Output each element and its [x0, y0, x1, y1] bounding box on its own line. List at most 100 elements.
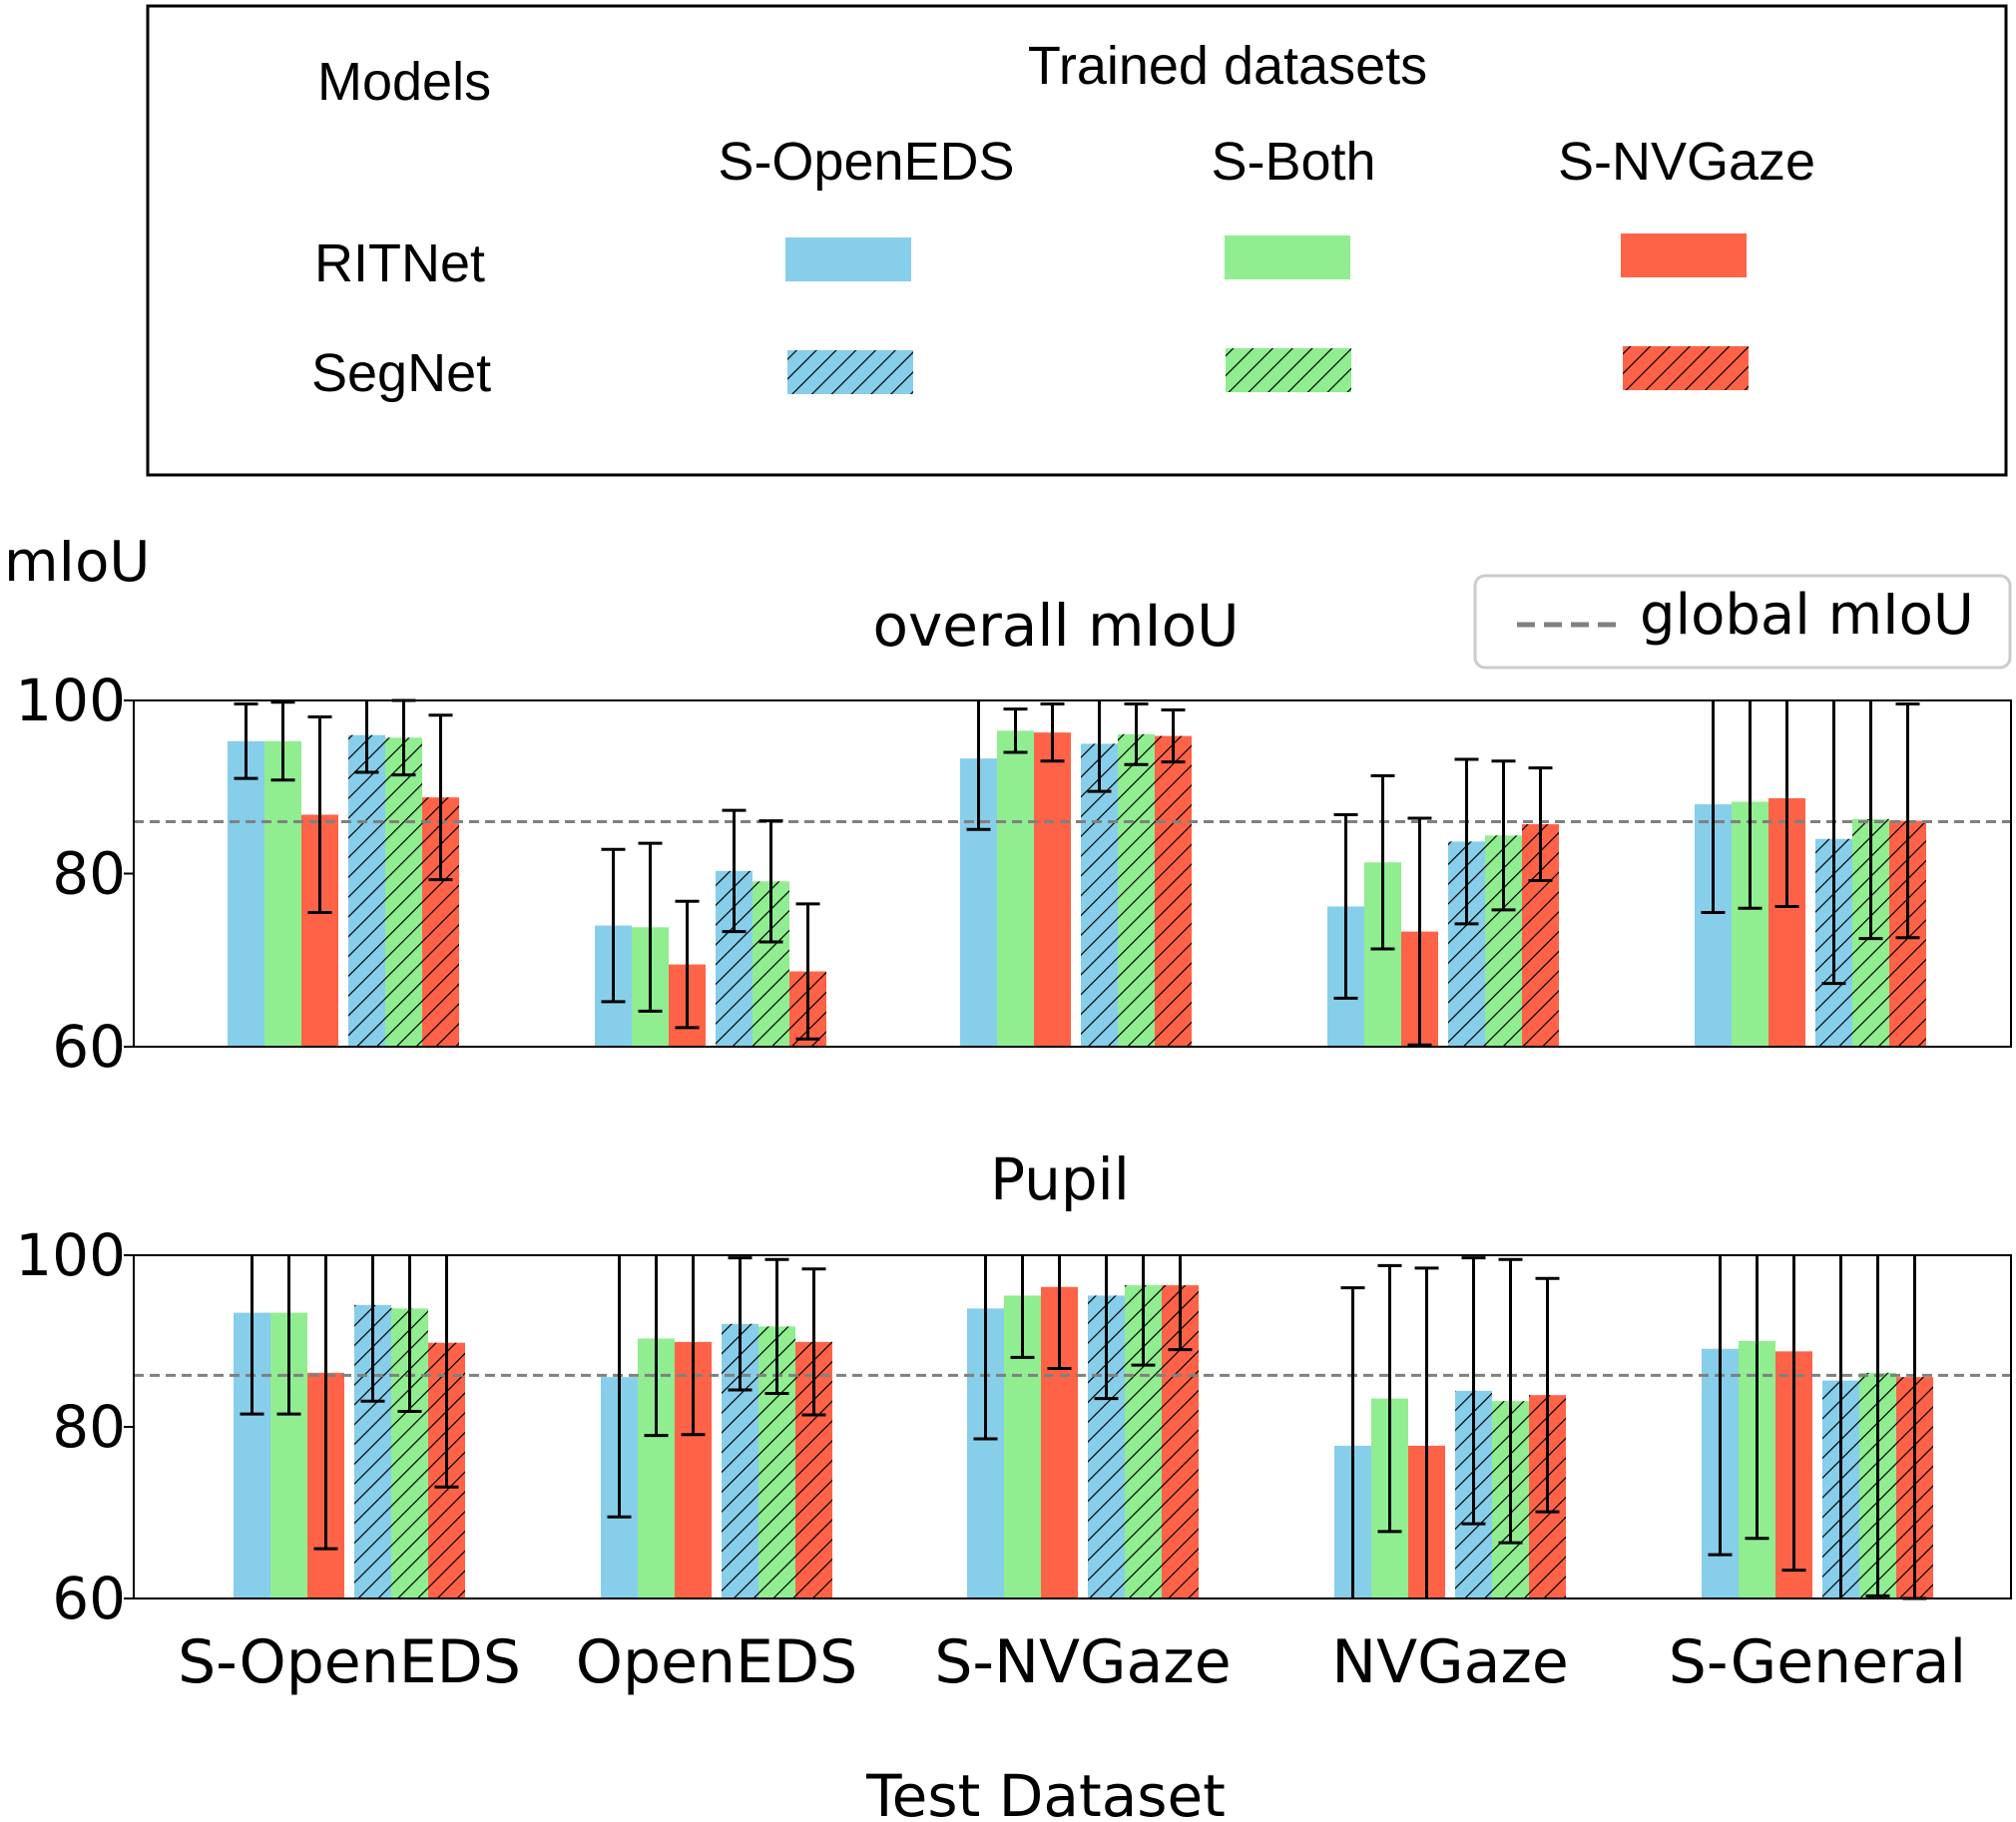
error-bar	[307, 714, 332, 915]
legend-swatch-segnet-s-nvgaze	[1623, 346, 1749, 390]
legend-models-label: Models	[317, 52, 491, 112]
error-bar	[1370, 773, 1395, 951]
bar-segnet-s-both-s-nvgaze-hatch	[1118, 733, 1155, 1047]
error-bar	[1461, 1256, 1486, 1526]
y-tick-label: 60	[52, 1565, 126, 1632]
error-bar	[1131, 1255, 1156, 1367]
legend-swatch-segnet-s-both	[1226, 348, 1351, 392]
error-bar	[973, 1255, 998, 1441]
x-tick-label: S-NVGaze	[934, 1627, 1231, 1697]
error-bar	[801, 1267, 826, 1417]
bar-segnet-s-openeds-s-nvgaze-hatch	[1081, 743, 1118, 1047]
legend-model-ritnet: RITNet	[314, 233, 485, 293]
legend-dataset-s-both: S-Both	[1211, 132, 1375, 192]
error-bar	[644, 1255, 669, 1438]
error-bar	[1161, 708, 1186, 764]
error-bar	[1454, 757, 1479, 926]
legend-swatch-segnet-s-openeds	[787, 350, 913, 394]
pupil-miou-chart: Pupil 60 80 100 S-OpenEDS OpenEDS S-NVGaze NV…	[15, 1145, 2012, 1697]
error-bar	[764, 1257, 789, 1395]
error-bar	[601, 847, 626, 1004]
error-bar	[1821, 700, 1846, 986]
bar-ritnet-s-nvgaze-s-nvgaze	[1034, 732, 1071, 1047]
error-bar	[234, 701, 258, 780]
error-bar	[1414, 1266, 1439, 1598]
error-bar	[681, 1255, 706, 1437]
legend-dataset-s-openeds: S-OpenEDS	[718, 132, 1014, 192]
error-bar	[795, 902, 820, 1041]
y-tick-label: 60	[52, 1013, 126, 1081]
plot-frame	[133, 699, 2012, 1048]
y-tick-label: 100	[15, 1221, 126, 1289]
bar-ritnet-s-openeds-s-openeds	[228, 740, 264, 1047]
error-bar	[966, 700, 991, 831]
error-bar	[360, 1255, 385, 1403]
error-bar	[397, 1255, 422, 1414]
legend-swatch-ritnet-s-nvgaze	[1621, 233, 1747, 277]
error-bar	[1094, 1255, 1119, 1401]
error-bar	[1708, 1255, 1733, 1557]
error-bar	[1040, 701, 1065, 763]
x-tick-label: S-General	[1669, 1627, 1966, 1697]
error-bar	[638, 841, 663, 1013]
y-unit-label: mIoU	[4, 530, 150, 595]
error-bar	[1333, 813, 1358, 1000]
error-bar	[1491, 759, 1516, 912]
error-bar	[354, 700, 379, 774]
error-bar	[1124, 701, 1149, 766]
error-bar	[1407, 816, 1432, 1047]
error-bar	[1087, 700, 1112, 793]
bar-ritnet-s-both-s-openeds	[264, 740, 301, 1047]
error-bar	[1535, 1276, 1560, 1514]
error-bar	[1010, 1255, 1035, 1359]
x-tick-label: OpenEDS	[576, 1627, 857, 1697]
plot-frame	[133, 1254, 2012, 1599]
x-axis-label: Test Dataset	[865, 1762, 1226, 1822]
error-bar	[675, 899, 700, 1030]
error-bar	[1895, 701, 1920, 940]
error-bar	[1745, 1255, 1769, 1541]
error-bar	[434, 1255, 459, 1489]
error-bar	[1858, 700, 1883, 941]
legend-dataset-s-nvgaze: S-NVGaze	[1558, 132, 1815, 192]
y-tick-label: 80	[52, 840, 126, 908]
overall-miou-chart: overall mIoU 60 80 100	[15, 592, 2012, 1081]
chart-title: overall mIoU	[872, 592, 1239, 660]
x-tick-label: NVGaze	[1331, 1627, 1569, 1697]
bar-segnet-s-both-s-openeds-hatch	[385, 737, 422, 1047]
global-miou-legend-label: global mIoU	[1640, 583, 1974, 648]
bar-segnet-s-nvgaze-s-nvgaze-hatch	[1155, 735, 1192, 1047]
error-bar	[1528, 766, 1553, 882]
error-bar	[758, 819, 783, 944]
y-tick-label: 100	[15, 667, 126, 734]
error-bar	[728, 1256, 753, 1392]
bar-group	[134, 698, 2011, 1047]
legend-trained-label: Trained datasets	[1028, 36, 1427, 96]
error-bar	[1377, 1263, 1402, 1534]
error-bar	[313, 1255, 338, 1551]
y-ticks: 60 80 100	[15, 667, 134, 1081]
error-bar	[1781, 1255, 1806, 1573]
legend-swatch-ritnet-s-openeds	[785, 237, 911, 281]
legend-swatch-ritnet-s-both	[1225, 235, 1350, 279]
error-bar	[1340, 1286, 1365, 1598]
error-bar	[1865, 1255, 1890, 1597]
error-bar	[1498, 1257, 1523, 1545]
error-bar	[607, 1255, 632, 1519]
bar-ritnet-s-both-s-nvgaze	[997, 730, 1034, 1047]
legend-model-segnet: SegNet	[311, 343, 491, 403]
error-bar	[1774, 700, 1799, 908]
bar-group	[134, 1255, 2011, 1600]
error-bar	[240, 1255, 264, 1416]
error-bar	[1047, 1255, 1072, 1371]
error-bar	[276, 1255, 301, 1416]
y-tick-label: 80	[52, 1393, 126, 1461]
error-bar	[270, 700, 295, 782]
error-bar	[1738, 700, 1763, 910]
error-bar	[428, 713, 453, 882]
y-ticks: 60 80 100	[15, 1221, 134, 1632]
error-bar	[1168, 1255, 1193, 1352]
error-bar	[1003, 707, 1028, 754]
bar-segnet-s-openeds-s-openeds-hatch	[348, 734, 385, 1047]
